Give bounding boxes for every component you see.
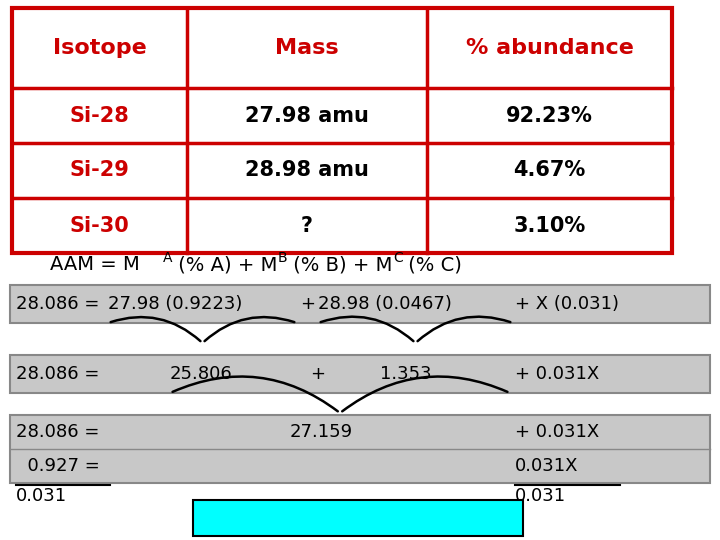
Text: 28.086 =: 28.086 =	[16, 365, 99, 383]
Text: Si-30: Si-30	[279, 516, 311, 530]
Text: Mass: Mass	[275, 38, 339, 58]
Text: + 0.031X: + 0.031X	[515, 365, 599, 383]
Text: 0.927 =: 0.927 =	[16, 457, 100, 475]
Text: (% B) + M: (% B) + M	[287, 255, 392, 274]
Text: 0.031X: 0.031X	[515, 457, 578, 475]
Text: 27.159: 27.159	[290, 423, 353, 441]
Text: X = M: X = M	[205, 509, 264, 528]
Text: 28.98 amu: 28.98 amu	[245, 160, 369, 180]
Text: B: B	[278, 251, 287, 265]
Text: Si-30: Si-30	[70, 215, 130, 235]
Text: 0.031: 0.031	[16, 487, 67, 505]
Text: 27.98 (0.9223): 27.98 (0.9223)	[108, 295, 243, 313]
Bar	[12, 8, 672, 253]
Text: = 29.90 amu: = 29.90 amu	[318, 509, 452, 528]
Text: 28.086 =: 28.086 =	[16, 423, 99, 441]
Text: (% A) + M: (% A) + M	[172, 255, 277, 274]
Text: 25.806: 25.806	[170, 365, 233, 383]
Text: + 0.031X: + 0.031X	[515, 423, 599, 441]
Text: + X (0.031): + X (0.031)	[515, 295, 619, 313]
Text: Isotope: Isotope	[53, 38, 146, 58]
Text: A: A	[163, 251, 173, 265]
Text: C: C	[393, 251, 402, 265]
Text: 28.98 (0.0467): 28.98 (0.0467)	[318, 295, 452, 313]
Text: 4.67%: 4.67%	[513, 160, 585, 180]
Text: AAM = M: AAM = M	[50, 255, 140, 274]
Text: Si-28: Si-28	[70, 105, 130, 125]
Text: +: +	[310, 365, 325, 383]
Text: ?: ?	[301, 215, 313, 235]
Text: 1.353: 1.353	[380, 365, 431, 383]
Text: % abundance: % abundance	[466, 38, 634, 58]
Bar	[10, 415, 710, 483]
Bar	[10, 285, 710, 323]
Text: +: +	[300, 295, 315, 313]
Text: 0.031: 0.031	[515, 487, 566, 505]
Text: Si-29: Si-29	[70, 160, 130, 180]
Bar	[193, 500, 523, 536]
Text: 28.086 =: 28.086 =	[16, 295, 99, 313]
Text: (% C): (% C)	[402, 255, 462, 274]
Text: 92.23%: 92.23%	[506, 105, 593, 125]
Bar	[10, 355, 710, 393]
Text: 3.10%: 3.10%	[513, 215, 585, 235]
Text: 27.98 amu: 27.98 amu	[245, 105, 369, 125]
